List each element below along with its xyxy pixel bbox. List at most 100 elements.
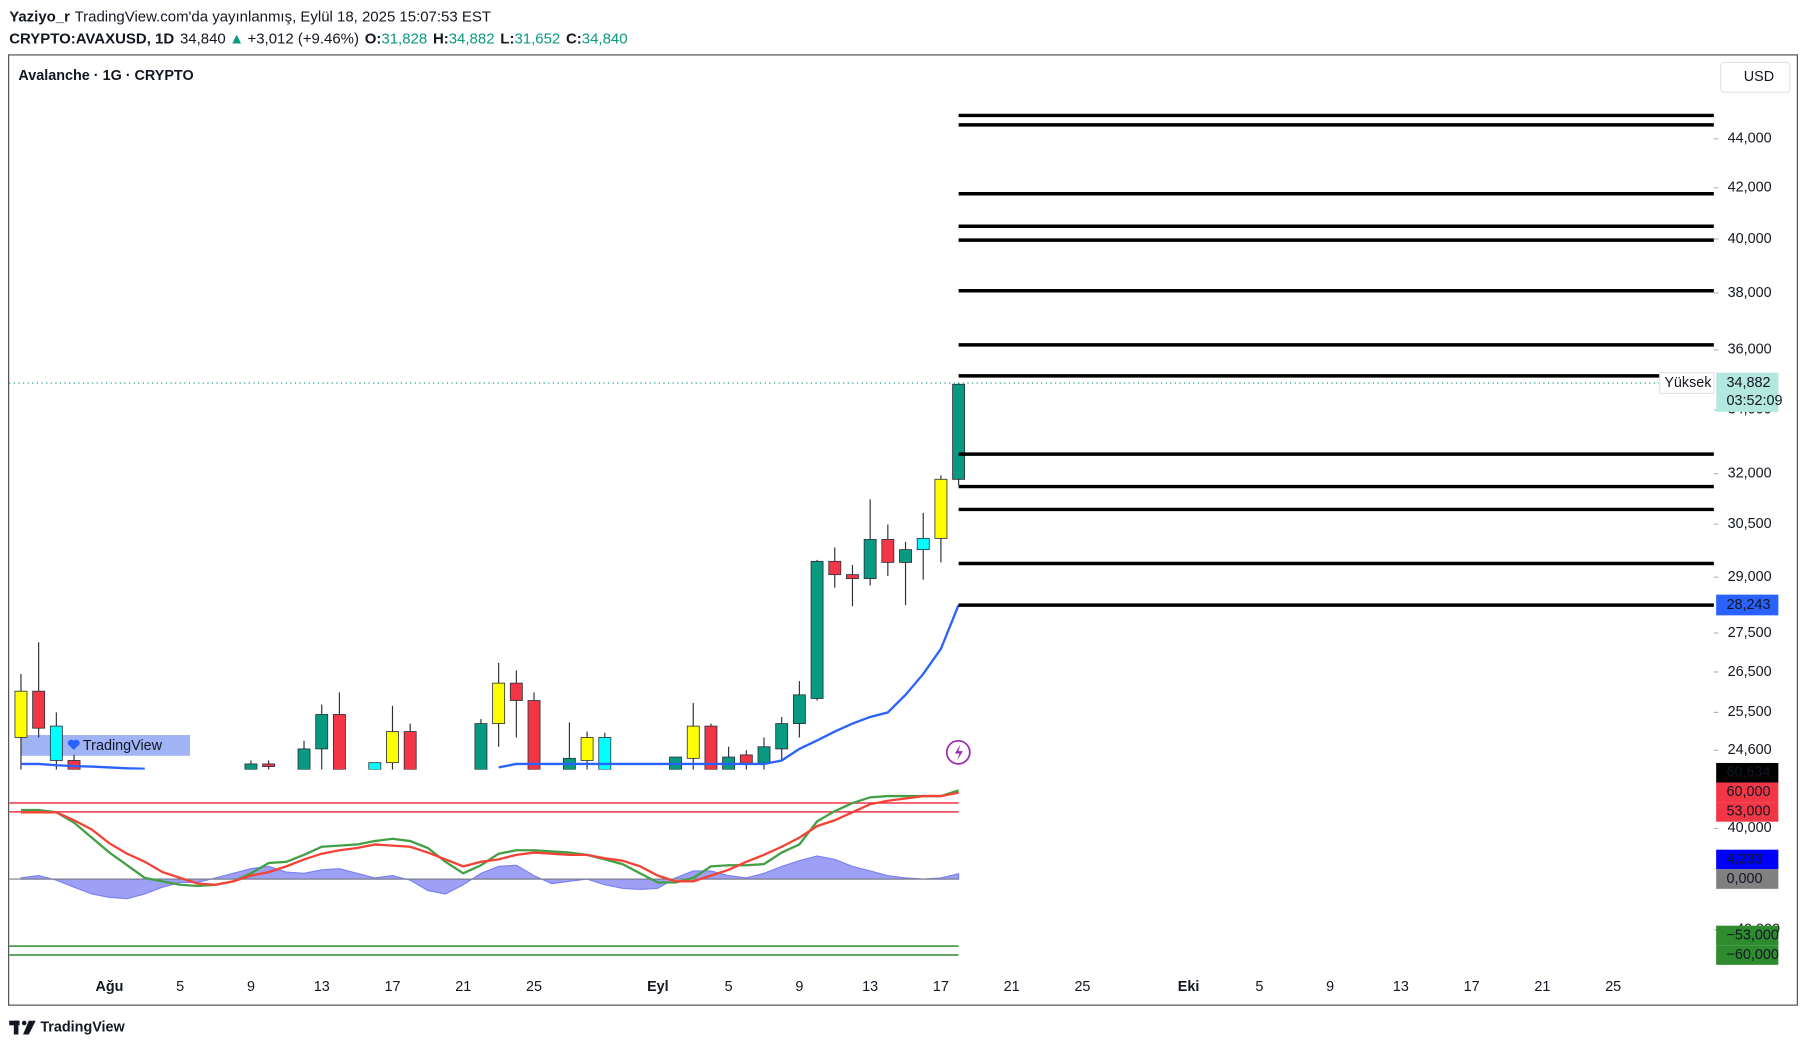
ohlc-key: L: (500, 30, 514, 47)
indicator-badge (1716, 762, 1779, 783)
badge-tag: Yüksek (1664, 375, 1712, 391)
indicator-badge (1716, 849, 1779, 870)
indicator-badge-label: 53,000 (1727, 804, 1771, 820)
change-arrow: ▲ (229, 30, 244, 47)
candle-body (899, 549, 912, 563)
candle-body (527, 700, 541, 770)
candle-body (846, 574, 859, 580)
candle-body (739, 754, 753, 764)
x-tick-label: 13 (1393, 979, 1409, 995)
x-tick-label: 13 (314, 979, 330, 995)
candle-body (863, 539, 877, 580)
candle-body (315, 714, 329, 750)
y-tick-label: 25,500 (1728, 704, 1772, 720)
publish-line: Yaziyo_r TradingView.com'da yayınlanmış, … (9, 8, 491, 25)
watermark-box (20, 735, 191, 756)
indicator-badge-label: −53,000 (1727, 927, 1779, 943)
candle-body (474, 723, 488, 770)
y-tick-label: 40,000 (1728, 820, 1772, 836)
x-tick-label: 13 (862, 979, 878, 995)
candle-body (332, 714, 346, 770)
watermark-text: TradingView (83, 738, 163, 754)
x-tick-label: 25 (1605, 979, 1621, 995)
ohlc-key: C: (566, 30, 582, 47)
candle-body (881, 539, 895, 563)
y-tick-label: 32,000 (1728, 465, 1772, 481)
x-tick-label: 17 (384, 979, 400, 995)
candle-body (810, 560, 824, 699)
y-tick-label: 29,000 (1728, 569, 1772, 585)
candle-body (368, 762, 382, 770)
x-tick-label: 5 (176, 979, 184, 995)
y-tick-label: 26,500 (1728, 664, 1772, 680)
y-tick-label: 30,500 (1728, 516, 1772, 532)
indicator-badge (1716, 925, 1779, 946)
candle-body (492, 682, 506, 725)
x-tick-label: Eyl (647, 979, 669, 995)
watermark-heart (67, 739, 80, 751)
candle-body (580, 737, 594, 761)
alert-icon[interactable] (945, 739, 971, 765)
candle-body (934, 478, 948, 539)
x-tick-label: 21 (455, 979, 471, 995)
badge-tag-box (1659, 372, 1715, 394)
x-tick-label: 5 (1255, 979, 1263, 995)
currency[interactable]: USD (1744, 69, 1774, 85)
ohlc-key: H: (433, 30, 449, 47)
candle-body (14, 690, 28, 738)
x-tick-label: 21 (1004, 979, 1020, 995)
price-badge-label: 28,243 (1727, 597, 1771, 613)
candle-body (297, 748, 311, 770)
ohlc-value: 34,882 (449, 30, 495, 47)
price-badge-label: 34,882 (1727, 375, 1771, 391)
candle-body (704, 725, 718, 770)
candle-body (386, 731, 399, 764)
y-tick-label: 44,000 (1728, 131, 1772, 147)
candle-body (952, 383, 966, 480)
logo-mark (13, 1020, 19, 1035)
histogram-area (20, 855, 960, 900)
author: Yaziyo_r (9, 8, 70, 25)
candle-body (916, 537, 930, 551)
x-tick-label: 9 (795, 979, 803, 995)
y-tick-label: 38,000 (1728, 285, 1772, 301)
x-tick-label: 9 (1326, 979, 1334, 995)
published: TradingView.com'da yayınlanmış, Eylül 18… (75, 8, 491, 25)
y-tick-label: 24,600 (1728, 742, 1772, 758)
indicator-line (20, 791, 959, 886)
x-tick-label: 21 (1534, 979, 1550, 995)
y-tick-label: 36,000 (1728, 342, 1772, 358)
candle-body (757, 746, 771, 764)
alert-bolt[interactable] (954, 744, 963, 761)
candle-body (244, 763, 258, 770)
x-tick-label: 25 (526, 979, 542, 995)
price-badge (1716, 594, 1779, 616)
x-tick-label: 17 (933, 979, 949, 995)
logo: TradingView (9, 1019, 126, 1035)
candle-body (598, 737, 612, 770)
currency-button[interactable] (1720, 61, 1791, 93)
candle-body (686, 725, 700, 759)
logo-text: TradingView (40, 1019, 125, 1035)
y-tick-label: 27,500 (1728, 625, 1772, 641)
chart-frame (8, 54, 1798, 1006)
watermark: TradingView (20, 735, 191, 756)
candle-body (828, 560, 842, 576)
indicator-badge-label: −60,000 (1727, 947, 1779, 963)
ohlc-value: 34,840 (582, 30, 628, 47)
indicator-pane (9, 789, 960, 956)
pane-title: Avalanche · 1G · CRYPTO (18, 68, 193, 84)
indicator-badge (1716, 945, 1779, 965)
candle-body (792, 694, 806, 725)
price-badge (1716, 372, 1779, 412)
candle-body (775, 723, 789, 750)
x-tick-label: 25 (1074, 979, 1090, 995)
change: +3,012 (+9.46%) (247, 30, 359, 47)
last-price: 34,840 (180, 30, 226, 47)
symbol-line: CRYPTO:AVAXUSD, 1D 34,840 ▲ +3,012 (+9.46%)… (9, 30, 627, 47)
logo-mark (21, 1020, 27, 1026)
x-tick-label: Eki (1178, 979, 1200, 995)
candle-body (32, 690, 46, 729)
